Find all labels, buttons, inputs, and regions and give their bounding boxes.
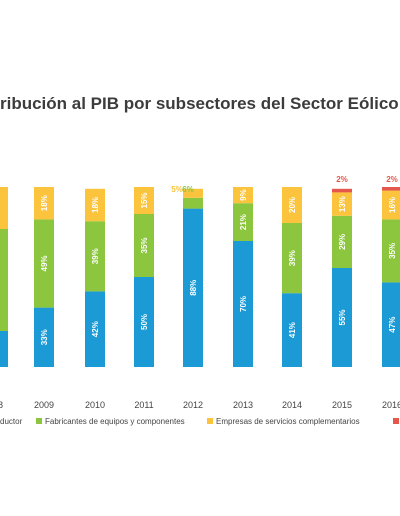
bar-2016: [382, 187, 400, 367]
data-label-2011-s0: 50%: [140, 314, 149, 330]
data-label-2016-s1: 35%: [388, 243, 397, 259]
data-label-2011-s2: 15%: [140, 192, 149, 208]
bar-segment-2012-s1: [183, 197, 203, 209]
x-tick-label-2012: 2012: [183, 400, 203, 410]
bar-segment-2014-s2: [282, 187, 302, 223]
bar-segment-2014-s1: [282, 223, 302, 294]
data-label-2015-s1: 29%: [338, 234, 347, 250]
bar-segment-2016-s0: [382, 282, 400, 367]
chart-title: ribución al PIB por subsectores del Sect…: [0, 94, 400, 113]
legend-item-1: Fabricantes de equipos y componentes: [36, 416, 185, 428]
data-label-2011-s1: 35%: [140, 237, 149, 253]
data-label-2015-s0: 55%: [338, 309, 347, 325]
bar-segment-2016-s1: [382, 219, 400, 283]
bar-segment-08: [0, 229, 8, 331]
bar-segment-2016-s3: [382, 187, 400, 191]
bar-segment-2015-s1: [332, 215, 352, 268]
legend: ductor Fabricantes de equipos y component…: [0, 416, 400, 430]
bar-2010: [85, 188, 105, 367]
legend-item-3: E: [393, 416, 400, 428]
bar-segment-2015-s3: [332, 188, 352, 193]
bar-segment-2010-s1: [85, 221, 105, 292]
x-tick-label-2015: 2015: [332, 400, 352, 410]
bar-segment-2009-s1: [34, 219, 54, 308]
bar-segment-2010-s0: [85, 291, 105, 367]
bar-segment-2011-s2: [134, 187, 154, 214]
data-label-2016-s3: 2%: [386, 175, 398, 184]
bar-segment-08: [0, 187, 8, 229]
bar-2013: [233, 187, 253, 367]
data-label-2009-s0: 33%: [40, 329, 49, 345]
legend-item-0: ductor: [0, 416, 22, 428]
data-label-2012-s1: 6%: [182, 185, 194, 194]
data-label-2014-s1: 39%: [288, 250, 297, 266]
data-label-2013-s0: 70%: [239, 296, 248, 312]
header-strip: [0, 0, 400, 24]
bar-2009: [34, 187, 54, 367]
legend-item-2: Empresas de servicios complementarios: [207, 416, 360, 428]
bar-2015: [332, 188, 352, 367]
legend-label: Empresas de servicios complementarios: [216, 417, 360, 426]
x-tick-label-2010: 2010: [85, 400, 105, 410]
data-label-2010-s1: 39%: [91, 248, 100, 264]
bar-segment-2014-s0: [282, 293, 302, 367]
data-label-2012-s0: 88%: [189, 280, 198, 296]
data-label-2010-s2: 18%: [91, 197, 100, 213]
legend-label: ductor: [0, 417, 23, 426]
bar-segment-2009-s0: [34, 307, 54, 367]
data-label-2013-s1: 21%: [239, 214, 248, 230]
bar-segment-2012-s0: [183, 208, 203, 367]
legend-label: Fabricantes de equipos y componentes: [45, 417, 185, 426]
bar-segment-2010-s2: [85, 188, 105, 222]
legend-swatch: [36, 418, 42, 424]
bar-segment-2013-s0: [233, 241, 253, 367]
legend-swatch: [393, 418, 399, 424]
x-tick-label-2009: 2009: [34, 400, 54, 410]
data-label-2012-s2: 5%: [171, 185, 183, 194]
bar-2014: [282, 187, 302, 367]
bar-segment-2011-s0: [134, 277, 154, 367]
data-label-2009-s1: 49%: [40, 255, 49, 271]
data-label-2014-s0: 41%: [288, 322, 297, 338]
x-tick-label-08: 08: [0, 400, 3, 410]
bar-segment-2015-s0: [332, 268, 352, 367]
bar-2011: [134, 187, 154, 367]
data-label-2015-s3: 2%: [336, 175, 348, 184]
bar-segment-2009-s2: [34, 187, 54, 220]
data-label-2009-s2: 18%: [40, 195, 49, 211]
x-tick-label-2011: 2011: [134, 400, 153, 410]
data-label-2016-s0: 47%: [388, 317, 397, 333]
legend-swatch: [207, 418, 213, 424]
data-label-2010-s0: 42%: [91, 321, 100, 337]
bar-segment-2013-s2: [233, 187, 253, 204]
x-tick-label-2014: 2014: [282, 400, 302, 410]
x-tick-label-2013: 2013: [233, 400, 253, 410]
data-label-2014-s2: 20%: [288, 197, 297, 213]
bar-08: [0, 187, 8, 367]
bar-segment-2015-s2: [332, 192, 352, 216]
data-label-2016-s2: 16%: [388, 197, 397, 213]
x-tick-label-2016: 2016: [382, 400, 400, 410]
bar-segment-2011-s1: [134, 214, 154, 277]
data-label-2015-s2: 13%: [338, 196, 347, 212]
data-label-2013-s2: 9%: [239, 189, 248, 201]
bar-segment-08: [0, 331, 8, 367]
bar-segment-2012-s2: [183, 188, 203, 198]
bar-segment-2016-s2: [382, 190, 400, 220]
bar-2012: [183, 188, 203, 367]
bar-segment-2013-s1: [233, 203, 253, 241]
